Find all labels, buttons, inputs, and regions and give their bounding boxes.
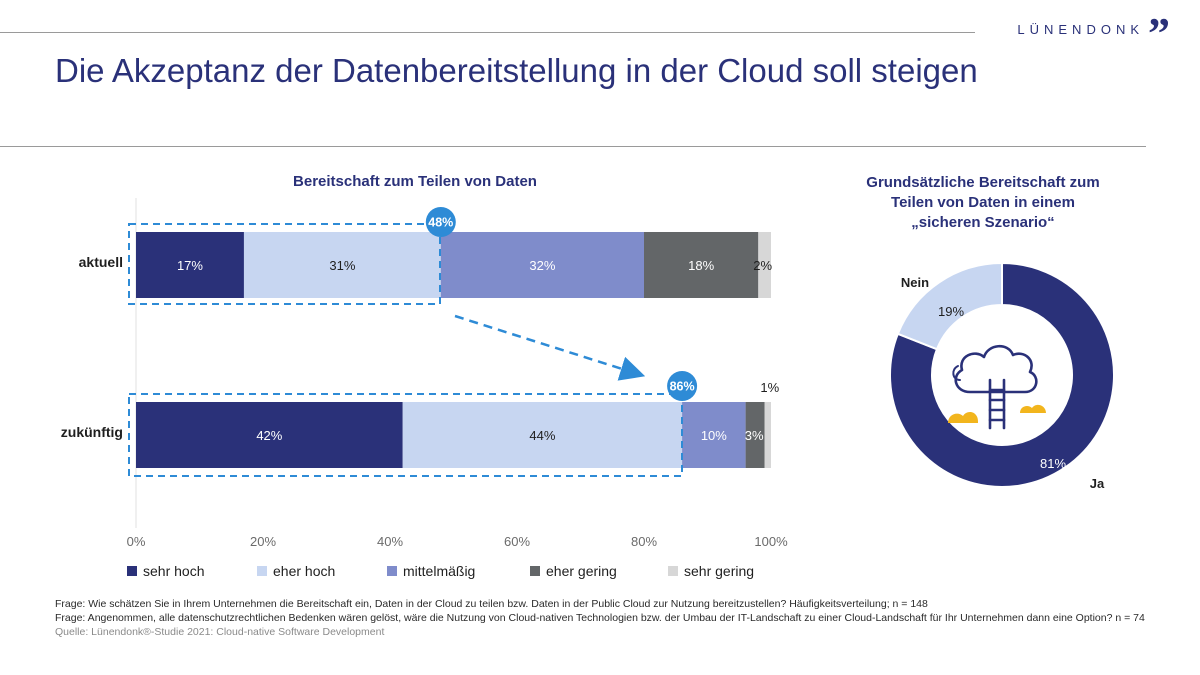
legend-item-mittelmaessig: mittelmäßig	[387, 563, 530, 579]
trend-arrow	[454, 314, 646, 381]
footnote-question-1: Frage: Wie schätzen Sie in Ihrem Unterne…	[55, 598, 928, 610]
donut-category-label: Ja	[1090, 476, 1105, 491]
donut-chart: 81% Ja 19% Nein	[889, 261, 1115, 491]
legend-label: mittelmäßig	[403, 563, 476, 579]
legend-item-sehr-gering: sehr gering	[668, 563, 778, 579]
section-divider	[0, 146, 1146, 147]
legend-label: eher hoch	[273, 563, 336, 579]
bar-data-label: 10%	[701, 428, 727, 443]
small-cloud-right-icon	[1020, 404, 1046, 413]
donut-slice	[896, 261, 1003, 351]
highlight-box-zukuenftig	[128, 393, 683, 477]
legend-swatch	[387, 566, 397, 576]
bar-chart-title: Bereitschaft zum Teilen von Daten	[293, 173, 537, 190]
bar-segment	[745, 402, 765, 468]
legend-label: sehr hoch	[143, 563, 205, 579]
legend-swatch	[668, 566, 678, 576]
logo-quote-mark: ”	[1148, 9, 1170, 58]
bar-segment	[136, 402, 403, 468]
legend-item-eher-hoch: eher hoch	[257, 563, 387, 579]
x-tick-label: 20%	[250, 534, 276, 549]
x-tick-label: 80%	[631, 534, 657, 549]
annotation-bubble	[667, 371, 698, 401]
source-note: Quelle: Lünendonk®-Studie 2021: Cloud-na…	[55, 626, 385, 638]
legend-swatch	[257, 566, 267, 576]
chart-legend: sehr hoch eher hoch mittelmäßig eher ger…	[127, 563, 778, 579]
logo-wordmark: LÜNENDONK	[1017, 22, 1144, 37]
bar-chart-plot: aktuell 17% 31% 32% 18% 2% zukünftig 42% 44% 10% 3…	[61, 232, 780, 468]
x-axis-ticks: 0% 20% 40% 60% 80% 100%	[127, 534, 788, 549]
bar-data-label: 1%	[760, 380, 779, 395]
bar-data-label: 31%	[329, 258, 355, 273]
bar-segment	[644, 232, 759, 298]
bar-data-label: 44%	[529, 428, 555, 443]
donut-value-label: 19%	[938, 304, 964, 319]
donut-title-line-3: „sicheren Szenario“	[911, 214, 1054, 231]
category-label: aktuell	[79, 254, 123, 270]
footnote-question-2: Frage: Angenommen, alle datenschutzrecht…	[55, 612, 1145, 624]
bar-data-label: 42%	[256, 428, 282, 443]
bar-segment	[682, 402, 746, 468]
page-title: Die Akzeptanz der Datenbereitstellung in…	[55, 52, 978, 89]
annotation-label: 48%	[428, 216, 453, 230]
category-label: zukünftig	[61, 424, 123, 440]
legend-label: eher gering	[546, 563, 617, 579]
bar-segment	[764, 402, 771, 468]
x-tick-label: 100%	[754, 534, 788, 549]
bar-segment	[136, 232, 244, 298]
bar-annotations: 48% 86%	[425, 207, 698, 401]
donut-category-label: Nein	[901, 275, 929, 290]
bar-segment	[243, 232, 441, 298]
x-tick-label: 0%	[127, 534, 146, 549]
footnotes: Frage: Wie schätzen Sie in Ihrem Unterne…	[55, 597, 1175, 639]
small-cloud-left-icon	[948, 411, 979, 423]
legend-item-eher-gering: eher gering	[530, 563, 668, 579]
donut-title-line-2: Teilen von Daten in einem	[891, 194, 1075, 211]
donut-title-line-1: Grundsätzliche Bereitschaft zum	[866, 174, 1099, 191]
charts-canvas: Bereitschaft zum Teilen von Daten aktuel…	[61, 173, 1115, 549]
x-tick-label: 60%	[504, 534, 530, 549]
bar-data-label: 3%	[745, 428, 764, 443]
x-tick-label: 40%	[377, 534, 403, 549]
highlight-box-aktuell	[128, 223, 441, 305]
brand-logo: LÜNENDONK ”	[1017, 9, 1170, 58]
cloud-ladder-icon	[952, 344, 1038, 430]
bar-data-label: 2%	[753, 258, 772, 273]
bar-data-label: 17%	[177, 258, 203, 273]
legend-label: sehr gering	[684, 563, 755, 579]
top-divider	[0, 32, 975, 33]
legend-item-sehr-hoch: sehr hoch	[127, 563, 257, 579]
donut-value-label: 81%	[1040, 456, 1066, 471]
bar-segment	[758, 232, 771, 298]
bar-segment	[402, 402, 683, 468]
donut-slice	[889, 261, 1115, 488]
bar-data-label: 32%	[529, 258, 555, 273]
annotation-bubble	[425, 207, 456, 237]
legend-swatch	[127, 566, 137, 576]
annotation-label: 86%	[670, 380, 695, 394]
bar-data-label: 18%	[688, 258, 714, 273]
bar-segment	[440, 232, 644, 298]
legend-swatch	[530, 566, 540, 576]
